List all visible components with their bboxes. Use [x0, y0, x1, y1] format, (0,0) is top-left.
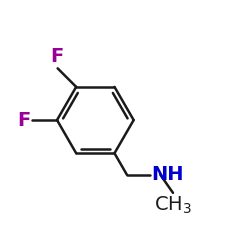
- Text: F: F: [50, 47, 63, 66]
- Text: NH: NH: [151, 165, 184, 184]
- Text: F: F: [18, 110, 31, 130]
- Text: CH$_3$: CH$_3$: [154, 195, 192, 216]
